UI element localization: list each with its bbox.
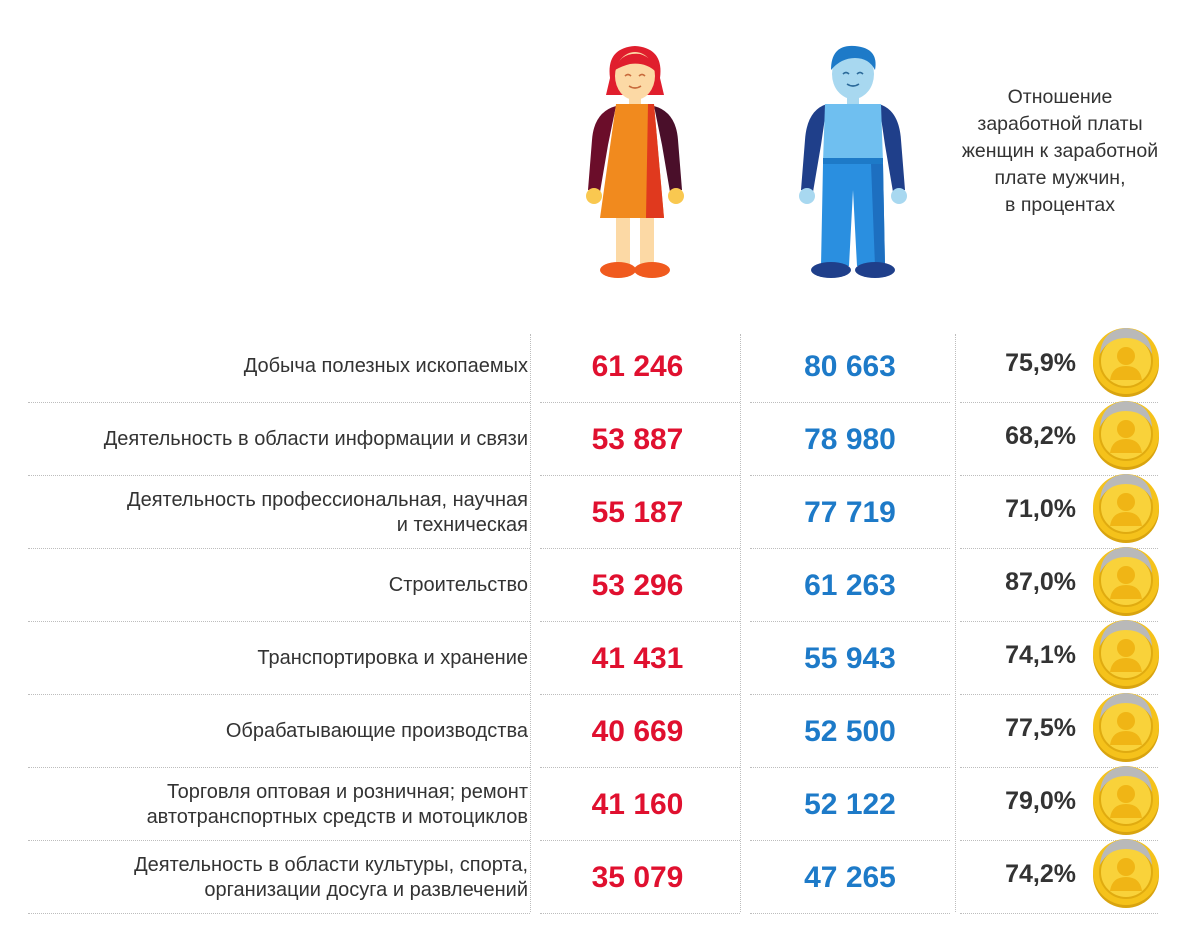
men-salary-value: 77 719	[804, 495, 896, 529]
wage-ratio-value: 87,0%	[1005, 567, 1076, 596]
row-separator	[960, 402, 1158, 403]
industry-label: Деятельность в области информации и связ…	[103, 428, 528, 450]
table-row: Обрабатывающие производства 40 669 52 500 7…	[28, 693, 1178, 768]
men-salary-value: 52 122	[804, 787, 896, 821]
industry-label: Обрабатывающие производства	[225, 720, 528, 742]
gold-coin-icon	[1093, 328, 1159, 397]
wage-ratio-value: 74,2%	[1005, 859, 1076, 888]
row-separator	[28, 913, 530, 914]
men-salary-value: 61 263	[804, 568, 896, 602]
women-salary-value: 41 431	[591, 641, 684, 675]
row-separator	[960, 621, 1158, 622]
men-salary-value: 47 265	[804, 860, 896, 894]
row-separator	[750, 548, 950, 549]
wage-ratio-value: 71,0%	[1005, 494, 1076, 523]
wage-ratio-value: 75,9%	[1005, 348, 1076, 377]
industry-label: Деятельность в области культуры, спорта,…	[134, 853, 528, 901]
gold-coin-icon	[1093, 547, 1159, 616]
row-separator	[28, 402, 530, 403]
industry-label: Торговля оптовая и розничная; ремонт авт…	[146, 780, 528, 828]
wage-ratio-value: 68,2%	[1005, 421, 1076, 450]
man-figure-icon	[799, 45, 907, 278]
column-divider	[955, 334, 956, 912]
gold-coin-icon	[1093, 620, 1159, 689]
gold-coin-icon	[1093, 766, 1159, 835]
table-row: Добыча полезных ископаемых 61 246 80 663 75…	[28, 328, 1178, 403]
row-separator	[28, 621, 530, 622]
ratio-column-header: Отношение заработной платы женщин к зара…	[945, 84, 1175, 219]
row-separator	[540, 548, 740, 549]
row-separator	[750, 621, 950, 622]
row-separator	[750, 475, 950, 476]
women-salary-value: 61 246	[591, 349, 684, 383]
gold-coin-icon	[1093, 693, 1159, 762]
industry-label: Добыча полезных ископаемых	[243, 355, 528, 377]
column-divider	[740, 334, 741, 912]
women-salary-value: 53 296	[591, 568, 684, 602]
row-separator	[960, 548, 1158, 549]
row-separator	[540, 913, 740, 914]
row-separator	[750, 767, 950, 768]
table-row: Деятельность в области культуры, спорта,…	[28, 839, 1178, 914]
men-salary-value: 52 500	[804, 714, 896, 748]
row-separator	[28, 767, 530, 768]
row-separator	[540, 694, 740, 695]
table-row: Строительство 53 296 61 263 87,0%	[28, 547, 1178, 622]
table-row: Торговля оптовая и розничная; ремонт авт…	[28, 766, 1178, 841]
row-separator	[750, 402, 950, 403]
table-row: Транспортировка и хранение 41 431 55 943 74…	[28, 620, 1178, 695]
industry-label: Строительство	[388, 574, 528, 596]
row-separator	[540, 475, 740, 476]
table-row: Деятельность в области информации и связ…	[28, 401, 1178, 476]
row-separator	[28, 475, 530, 476]
men-salary-value: 78 980	[804, 422, 896, 456]
men-salary-value: 55 943	[804, 641, 896, 675]
ratio-header-text: Отношение заработной платы женщин к зара…	[961, 86, 1159, 216]
gold-coin-icon	[1093, 839, 1159, 908]
gold-coin-icon	[1093, 401, 1159, 470]
wage-ratio-value: 79,0%	[1005, 786, 1076, 815]
column-divider	[530, 334, 531, 912]
row-separator	[540, 621, 740, 622]
row-separator	[960, 913, 1158, 914]
women-salary-value: 41 160	[591, 787, 684, 821]
women-salary-value: 55 187	[591, 495, 684, 529]
row-separator	[28, 694, 530, 695]
row-separator	[750, 840, 950, 841]
men-salary-value: 80 663	[804, 349, 896, 383]
row-separator	[28, 840, 530, 841]
wage-table: Добыча полезных ископаемых 61 246 80 663 75…	[28, 328, 1178, 914]
row-separator	[960, 694, 1158, 695]
women-salary-value: 40 669	[591, 714, 684, 748]
row-separator	[750, 913, 950, 914]
row-separator	[540, 840, 740, 841]
table-row: Деятельность профессиональная, научная и…	[28, 474, 1178, 549]
row-separator	[540, 402, 740, 403]
row-separator	[540, 767, 740, 768]
women-salary-value: 53 887	[591, 422, 684, 456]
gold-coin-icon	[1093, 474, 1159, 543]
row-separator	[960, 767, 1158, 768]
row-separator	[960, 840, 1158, 841]
wage-ratio-value: 74,1%	[1005, 640, 1076, 669]
row-separator	[960, 475, 1158, 476]
wage-ratio-value: 77,5%	[1005, 713, 1076, 742]
row-separator	[28, 548, 530, 549]
industry-label: Транспортировка и хранение	[257, 647, 528, 669]
woman-figure-icon	[586, 46, 684, 278]
industry-label: Деятельность профессиональная, научная и…	[127, 488, 528, 536]
women-salary-value: 35 079	[591, 860, 684, 894]
row-separator	[750, 694, 950, 695]
